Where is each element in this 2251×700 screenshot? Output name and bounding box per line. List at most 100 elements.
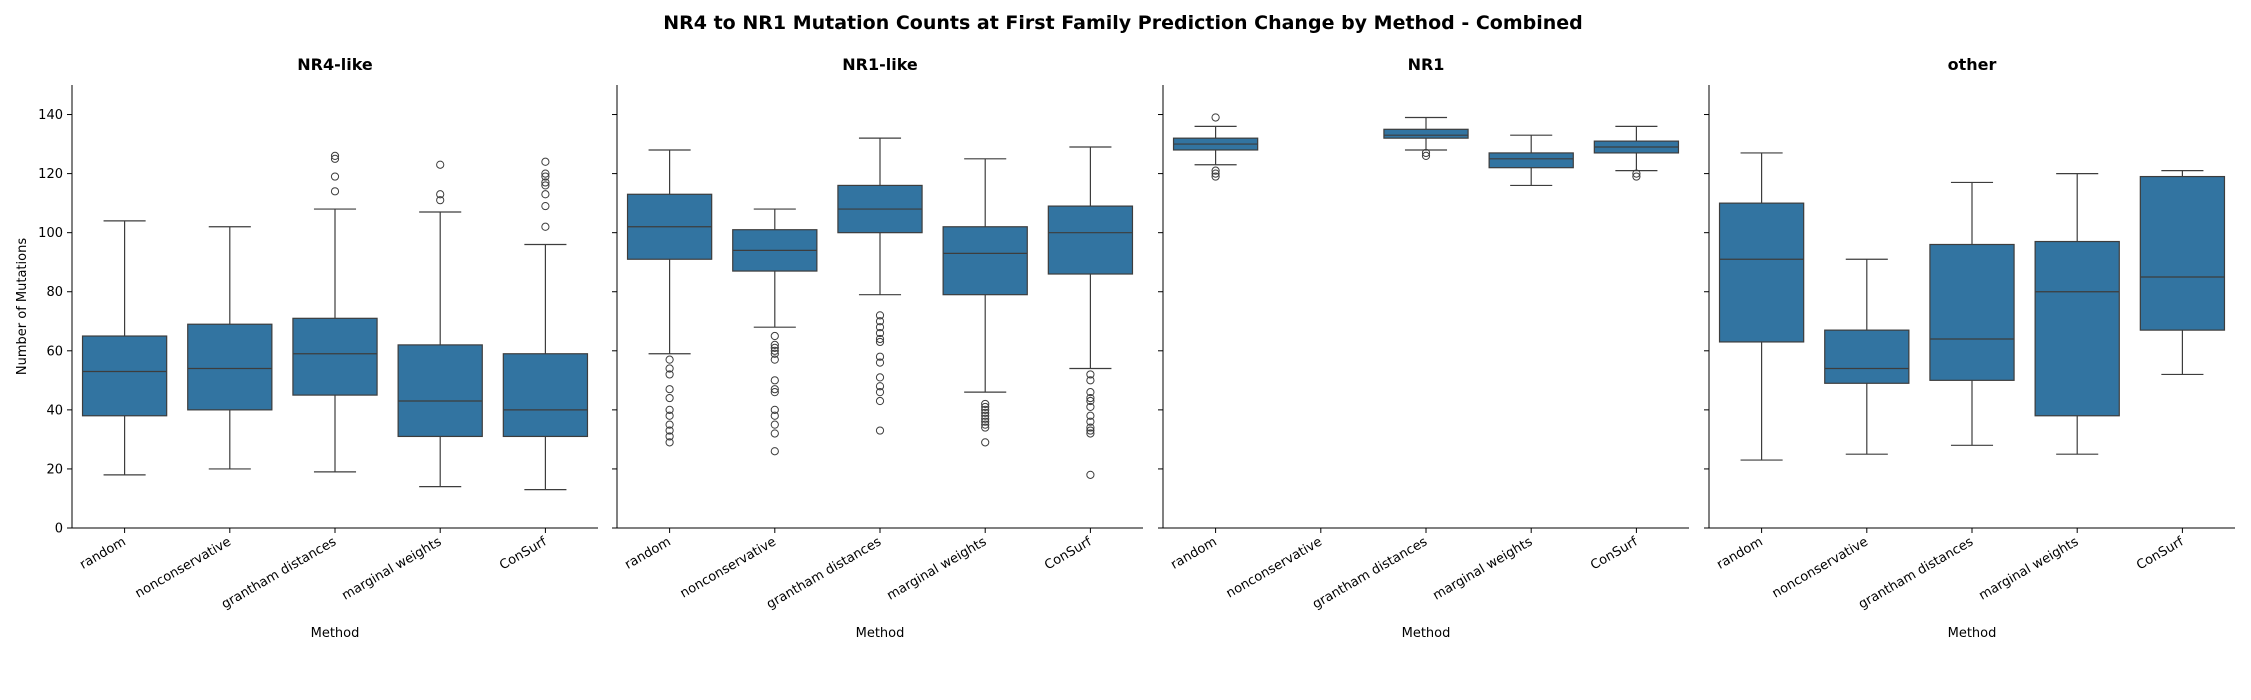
outlier-point	[981, 414, 990, 423]
outlier-point	[875, 337, 885, 347]
outlier-point	[665, 432, 674, 441]
outlier-point	[981, 399, 990, 409]
x-tick-label: ConSurf	[2134, 534, 2187, 573]
box-grantham-distances	[837, 137, 923, 435]
outlier-point	[770, 411, 779, 420]
outlier-point	[875, 373, 885, 382]
y-tick-label: 60	[46, 344, 63, 359]
outlier-point	[1086, 470, 1095, 479]
outlier-point	[436, 196, 445, 205]
outlier-point	[1086, 411, 1095, 420]
iqr-box	[187, 323, 273, 411]
x-axis-label: Method	[311, 626, 360, 641]
iqr-box	[1824, 329, 1910, 384]
outlier-point	[1086, 402, 1095, 412]
outlier-point	[665, 420, 674, 429]
box-consurf	[502, 157, 589, 491]
x-tick-label: ConSurf	[1588, 534, 1641, 573]
outlier-point	[981, 417, 990, 426]
outlier-point	[665, 364, 674, 373]
outlier-point	[541, 181, 550, 190]
outlier-point	[1211, 172, 1220, 181]
outlier-point	[1086, 376, 1095, 385]
y-tick-label: 20	[46, 462, 63, 477]
outlier-point	[541, 157, 550, 166]
box-random	[81, 220, 168, 476]
x-tick-label: nonconservative	[678, 534, 779, 601]
outlier-point	[981, 402, 990, 412]
outlier-point	[541, 169, 550, 178]
iqr-box	[1047, 205, 1134, 275]
box-nonconservative	[187, 226, 273, 470]
outlier-point	[875, 396, 885, 406]
box-marginal-weights	[397, 160, 483, 488]
x-axis-label: Method	[1948, 626, 1997, 641]
x-tick-label: marginal weights	[885, 534, 990, 603]
outlier-point	[665, 411, 674, 420]
outlier-point	[330, 172, 340, 181]
outlier-point	[330, 187, 340, 196]
outlier-point	[981, 411, 990, 420]
box-nonconservative	[732, 208, 818, 456]
outlier-point	[665, 405, 674, 414]
panel-title: NR1-like	[842, 55, 918, 74]
y-tick-label: 40	[46, 403, 63, 418]
outlier-point	[770, 355, 779, 364]
outlier-point	[875, 323, 885, 332]
box-random	[1718, 152, 1805, 461]
iqr-box	[397, 344, 483, 438]
x-tick-label: grantham distances	[1856, 534, 1976, 612]
x-tick-label: marginal weights	[1977, 534, 2082, 603]
x-axis-label: Method	[856, 626, 905, 641]
x-tick-label: ConSurf	[497, 534, 550, 573]
outlier-point	[875, 328, 885, 338]
iqr-box	[1383, 128, 1469, 139]
panel-title: other	[1948, 55, 1997, 74]
outlier-point	[541, 222, 550, 231]
box-consurf	[1047, 146, 1134, 479]
x-tick-label: grantham distances	[219, 534, 339, 612]
outlier-point	[875, 311, 885, 320]
outlier-point	[665, 370, 674, 379]
outlier-point	[1086, 423, 1095, 432]
outlier-point	[1211, 169, 1220, 178]
outlier-point	[1211, 113, 1220, 122]
outlier-point	[330, 151, 340, 160]
outlier-point	[1421, 148, 1431, 158]
outlier-point	[541, 172, 550, 181]
box-grantham-distances	[292, 151, 378, 473]
y-tick-label: 140	[38, 108, 63, 123]
iqr-box	[2139, 175, 2226, 331]
outlier-point	[770, 340, 779, 349]
iqr-box	[502, 353, 589, 438]
x-tick-label: nonconservative	[1770, 534, 1871, 601]
panel-nr4-like: NR4-like 0 20 40 60 80 100 120 140 random nonconse…	[38, 55, 598, 641]
box-marginal-weights	[942, 158, 1028, 447]
iqr-box	[1718, 202, 1805, 343]
outlier-point	[1086, 417, 1095, 426]
outlier-point	[770, 388, 779, 397]
outlier-point	[770, 447, 779, 456]
outlier-point	[330, 154, 340, 163]
x-tick-label: random	[77, 534, 128, 572]
iqr-box	[1929, 243, 2015, 381]
y-axis-label: Number of Mutations	[15, 238, 30, 375]
box-random	[1172, 113, 1259, 181]
outlier-point	[875, 358, 885, 367]
outlier-point	[541, 201, 550, 211]
panel-title: NR4-like	[297, 55, 373, 74]
outlier-point	[665, 426, 674, 435]
box-random	[626, 149, 713, 447]
x-tick-label: marginal weights	[340, 534, 445, 603]
outlier-point	[1086, 388, 1095, 397]
outlier-point	[770, 385, 779, 394]
outlier-point	[1086, 426, 1095, 435]
outlier-point	[875, 388, 885, 397]
outlier-point	[875, 382, 885, 391]
outlier-point	[770, 343, 779, 352]
box-consurf	[1593, 125, 1680, 181]
box-nonconservative	[1824, 258, 1910, 455]
x-axis-label: Method	[1402, 626, 1451, 641]
panel-title: NR1	[1408, 55, 1445, 74]
